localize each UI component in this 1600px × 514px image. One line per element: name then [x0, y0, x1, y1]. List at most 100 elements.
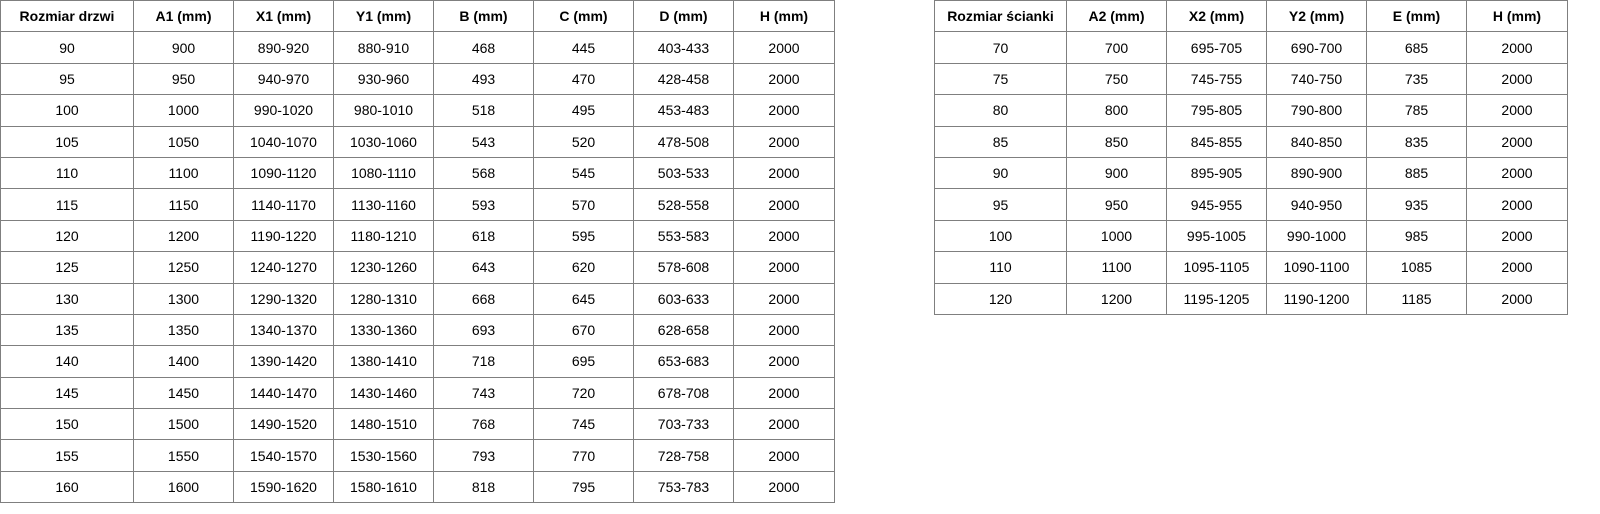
table-cell: 2000 — [1466, 282, 1568, 315]
table-cell: 1190-1220 — [233, 219, 334, 253]
table-cell: 428-458 — [633, 62, 734, 96]
table-row: 110 1100 1090-1120 1080-1110 568 545 503-533 20… — [0, 156, 835, 190]
table-row: 155 1550 1540-1570 1530-1560 793 770 728-758 20… — [0, 439, 835, 472]
table-cell: 1280-1310 — [333, 282, 434, 315]
table-cell: 880-910 — [333, 31, 434, 64]
table-cell: 2000 — [733, 188, 835, 221]
table-row: 110 1100 1095-1105 1090-1100 1085 2000 — [934, 251, 1568, 284]
table-cell: 1550 — [133, 439, 234, 472]
table-cell: 110 — [0, 156, 134, 190]
table-cell: 2000 — [733, 219, 835, 253]
table-cell: 1530-1560 — [333, 439, 434, 472]
table-cell: 628-658 — [633, 313, 734, 347]
table-cell: 678-708 — [633, 376, 734, 410]
table-cell: 1185 — [1366, 282, 1467, 315]
table-row: 100 1000 995-1005 990-1000 985 2000 — [934, 219, 1568, 253]
table-cell: 568 — [433, 156, 534, 190]
table-cell: 2000 — [1466, 251, 1568, 284]
table-cell: 100 — [0, 94, 134, 127]
table-cell: 553-583 — [633, 219, 734, 253]
table-cell: 478-508 — [633, 125, 734, 158]
table-cell: 90 — [934, 156, 1067, 190]
table-cell: 403-433 — [633, 31, 734, 64]
table-cell: 685 — [1366, 31, 1467, 64]
table-cell: 120 — [934, 282, 1067, 315]
table-cell: 1100 — [1066, 251, 1167, 284]
table-cell: 2000 — [733, 376, 835, 410]
table-cell: 940-950 — [1266, 188, 1367, 221]
table-cell: 703-733 — [633, 408, 734, 441]
table-cell: 2000 — [1466, 125, 1568, 158]
table-row: 90 900 895-905 890-900 885 2000 — [934, 156, 1568, 190]
table-cell: 1085 — [1366, 251, 1467, 284]
table-cell: 1590-1620 — [233, 470, 334, 504]
table-cell: 990-1000 — [1266, 219, 1367, 253]
table-cell: 2000 — [1466, 219, 1568, 253]
table-cell: 1600 — [133, 470, 234, 504]
table-cell: 85 — [934, 125, 1067, 158]
table-cell: 1350 — [133, 313, 234, 347]
table-cell: 130 — [0, 282, 134, 315]
table-cell: 693 — [433, 313, 534, 347]
table-cell: 1050 — [133, 125, 234, 158]
column-header: Y1 (mm) — [333, 0, 434, 33]
table-cell: 155 — [0, 439, 134, 472]
column-header: Y2 (mm) — [1266, 0, 1367, 33]
table-cell: 1200 — [133, 219, 234, 253]
table-cell: 890-900 — [1266, 156, 1367, 190]
table-cell: 1290-1320 — [233, 282, 334, 315]
table-row: 105 1050 1040-1070 1030-1060 543 520 478-508 20… — [0, 125, 835, 158]
table-cell: 493 — [433, 62, 534, 96]
table-row: 100 1000 990-1020 980-1010 518 495 453-483 2000 — [0, 94, 835, 127]
table-cell: 1380-1410 — [333, 345, 434, 378]
table-cell: 745-755 — [1166, 62, 1267, 96]
table-cell: 2000 — [733, 282, 835, 315]
table-row: 120 1200 1195-1205 1190-1200 1185 2000 — [934, 282, 1568, 315]
table-cell: 850 — [1066, 125, 1167, 158]
table-cell: 653-683 — [633, 345, 734, 378]
table-cell: 900 — [1066, 156, 1167, 190]
table-cell: 643 — [433, 251, 534, 284]
table-row: 135 1350 1340-1370 1330-1360 693 670 628-658 20… — [0, 313, 835, 347]
table-cell: 595 — [533, 219, 634, 253]
table-cell: 620 — [533, 251, 634, 284]
table-cell: 70 — [934, 31, 1067, 64]
table-body: 70 700 695-705 690-700 685 2000 75 750 745-755 74… — [934, 31, 1568, 315]
table-row: 160 1600 1590-1620 1580-1610 818 795 753-783 20… — [0, 470, 835, 504]
table-row: 130 1300 1290-1320 1280-1310 668 645 603-633 20… — [0, 282, 835, 315]
table-cell: 890-920 — [233, 31, 334, 64]
table-cell: 2000 — [733, 251, 835, 284]
table-cell: 2000 — [733, 408, 835, 441]
table-cell: 150 — [0, 408, 134, 441]
table-cell: 795-805 — [1166, 94, 1267, 127]
table-cell: 935 — [1366, 188, 1467, 221]
table-cell: 1230-1260 — [333, 251, 434, 284]
door-size-table: Rozmiar drzwi A1 (mm) X1 (mm) Y1 (mm) B (mm)… — [0, 0, 835, 504]
table-cell: 1090-1100 — [1266, 251, 1367, 284]
table-cell: 2000 — [733, 94, 835, 127]
table-cell: 1400 — [133, 345, 234, 378]
table-cell: 2000 — [1466, 156, 1568, 190]
table-cell: 445 — [533, 31, 634, 64]
table-cell: 720 — [533, 376, 634, 410]
table-cell: 695 — [533, 345, 634, 378]
table-cell: 930-960 — [333, 62, 434, 96]
table-cell: 95 — [0, 62, 134, 96]
table-cell: 2000 — [733, 313, 835, 347]
table-cell: 545 — [533, 156, 634, 190]
table-cell: 145 — [0, 376, 134, 410]
table-cell: 2000 — [733, 31, 835, 64]
table-cell: 728-758 — [633, 439, 734, 472]
table-cell: 2000 — [1466, 188, 1568, 221]
table-cell: 1430-1460 — [333, 376, 434, 410]
table-cell: 1540-1570 — [233, 439, 334, 472]
table-cell: 845-855 — [1166, 125, 1267, 158]
column-header: B (mm) — [433, 0, 534, 33]
table-row: 140 1400 1390-1420 1380-1410 718 695 653-683 20… — [0, 345, 835, 378]
table-cell: 80 — [934, 94, 1067, 127]
column-header: C (mm) — [533, 0, 634, 33]
table-cell: 1000 — [1066, 219, 1167, 253]
table-cell: 125 — [0, 251, 134, 284]
table-cell: 1440-1470 — [233, 376, 334, 410]
table-cell: 1080-1110 — [333, 156, 434, 190]
